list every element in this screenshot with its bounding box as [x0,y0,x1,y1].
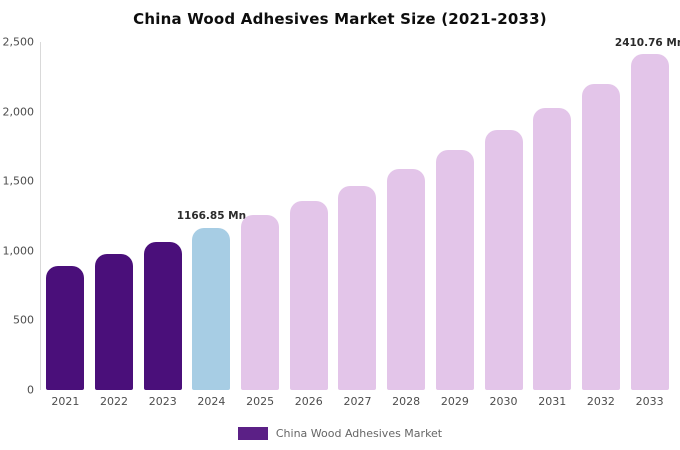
value-label: 1166.85 Mn [176,210,247,223]
bar-slot: 2031 [528,42,577,407]
bar-slot: 2028 [382,42,431,407]
x-axis-label: 2024 [197,395,226,408]
y-tick-label: 0 [27,383,34,397]
x-axis-label: 2033 [635,395,664,408]
bar-2031 [533,108,572,390]
bar-slot: 2033 2410.76 Mn [615,38,680,407]
y-tick-label: 2,500 [2,35,35,49]
bar-2022 [95,253,134,390]
x-axis-label: 2022 [100,395,129,408]
bar-slot: 2022 [90,42,139,407]
x-axis-label: 2028 [392,395,421,408]
y-tick-label: 2,000 [2,105,35,119]
y-axis: 0 500 1,000 1,500 2,000 2,500 [0,37,35,396]
value-label: 2410.76 Mn [614,36,680,49]
bar-2030 [484,130,523,390]
x-axis-label: 2027 [343,395,372,408]
x-axis-label: 2029 [440,395,469,408]
bar-slot: 2023 [138,42,187,407]
x-axis-label: 2032 [586,395,615,408]
bar-slot: 2024 1166.85 Mn [177,42,246,407]
y-tick-label: 1,500 [2,174,35,188]
bar-2024 [192,227,231,390]
x-axis-label: 2025 [246,395,275,408]
bar-2028 [387,168,426,390]
x-axis-label: 2021 [51,395,80,408]
bar-2025 [241,215,280,390]
bar-2021 [46,266,85,390]
bar-slot: 2025 [236,42,285,407]
x-axis-label: 2030 [489,395,518,408]
y-tick-label: 1,000 [2,244,35,258]
bar-2032 [581,83,620,390]
bar-slot: 2026 [284,42,333,407]
legend: China Wood Adhesives Market [0,427,680,440]
x-axis-label: 2031 [538,395,567,408]
bar-2023 [143,242,182,390]
legend-swatch [237,427,268,440]
bar-slot: 2029 [431,42,480,407]
y-tick-label: 500 [13,313,34,327]
chart-title: China Wood Adhesives Market Size (2021-2… [133,10,547,28]
bar-slot: 2021 [41,42,90,407]
bar-slot: 2030 [479,42,528,407]
bar-2033 [630,54,669,390]
bar-2027 [338,186,377,390]
x-axis-label: 2026 [294,395,323,408]
bars-container: 2021 2022 2023 2024 1166.85 Mn 2025 2026 2027 20… [41,38,680,407]
x-axis-label: 2023 [148,395,177,408]
bar-2029 [435,149,474,390]
plot-area: 2021 2022 2023 2024 1166.85 Mn 2025 2026 2027 20… [40,38,680,407]
bar-slot: 2027 [333,42,382,407]
bar-slot: 2032 [577,42,626,407]
legend-label: China Wood Adhesives Market [275,427,443,440]
bar-2026 [289,201,328,390]
